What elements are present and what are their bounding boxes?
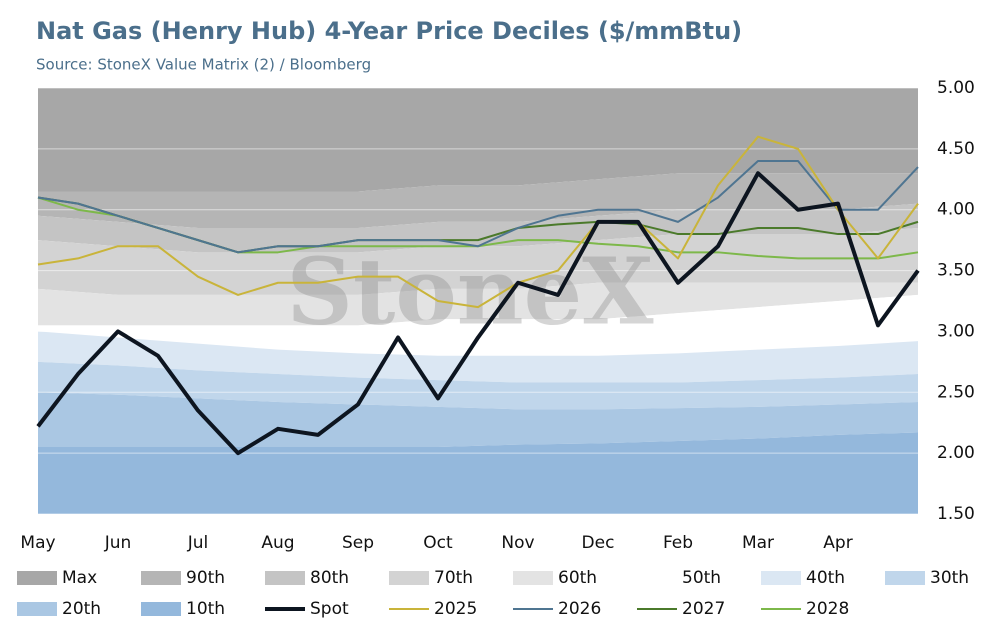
series-line [36, 171, 920, 456]
y-tick-label: 2.50 [937, 382, 975, 402]
decile-band [38, 294, 918, 356]
legend-label: 20th [62, 599, 101, 619]
x-tick-label: Dec [582, 533, 615, 553]
x-tick-label: Sep [342, 533, 374, 553]
legend-swatch [885, 571, 925, 585]
x-tick-label: Mar [742, 533, 774, 553]
legend-swatch [761, 571, 801, 585]
legend-label: 90th [186, 568, 225, 588]
x-tick-label: May [20, 533, 55, 553]
legend-label: 80th [310, 568, 349, 588]
chart-subtitle: Source: StoneX Value Matrix (2) / Bloomb… [36, 56, 371, 74]
y-tick-label: 5.00 [937, 78, 975, 98]
legend-swatch [141, 571, 181, 585]
x-tick-label: Apr [823, 533, 852, 553]
legend-label: 70th [434, 568, 473, 588]
chart-title: Nat Gas (Henry Hub) 4-Year Price Deciles… [36, 17, 742, 45]
legend-swatch [513, 571, 553, 585]
x-tick-label: Oct [423, 533, 453, 553]
legend-label: Max [62, 568, 97, 588]
y-tick-label: 4.00 [937, 200, 975, 220]
legend-swatch [17, 602, 57, 616]
decile-band [38, 227, 918, 295]
legend-swatch [17, 571, 57, 585]
legend-label: 10th [186, 599, 225, 619]
legend-label: 50th [682, 568, 721, 588]
decile-band [38, 331, 918, 383]
series-line [37, 160, 919, 254]
decile-band [38, 88, 918, 192]
y-tick-label: 2.00 [937, 443, 975, 463]
x-tick-label: Jul [187, 533, 209, 553]
legend-label: 60th [558, 568, 597, 588]
legend-label: 2026 [558, 599, 601, 619]
decile-band [38, 361, 918, 410]
legend-label: 2028 [806, 599, 849, 619]
legend-swatch [265, 571, 305, 585]
y-tick-label: 3.50 [937, 261, 975, 281]
x-tick-label: Aug [261, 533, 294, 553]
y-tick-label: 1.50 [937, 504, 975, 524]
legend-label: 30th [930, 568, 969, 588]
watermark: StoneX [286, 238, 654, 346]
legend-swatch [141, 602, 181, 616]
legend-label: 2027 [682, 599, 725, 619]
y-tick-label: 4.50 [937, 139, 975, 159]
legend-swatch [389, 571, 429, 585]
legend-label: 40th [806, 568, 845, 588]
decile-band [38, 282, 918, 326]
legend-label: Spot [310, 599, 349, 619]
y-tick-label: 3.00 [937, 321, 975, 341]
x-tick-label: Nov [501, 533, 534, 553]
decile-band [38, 203, 918, 253]
legend-swatch [637, 571, 677, 585]
legend-label: 2025 [434, 599, 477, 619]
decile-band [38, 392, 918, 448]
series-line [37, 135, 919, 309]
x-tick-label: Jun [104, 533, 132, 553]
x-tick-label: Feb [663, 533, 693, 553]
decile-band [38, 173, 918, 228]
